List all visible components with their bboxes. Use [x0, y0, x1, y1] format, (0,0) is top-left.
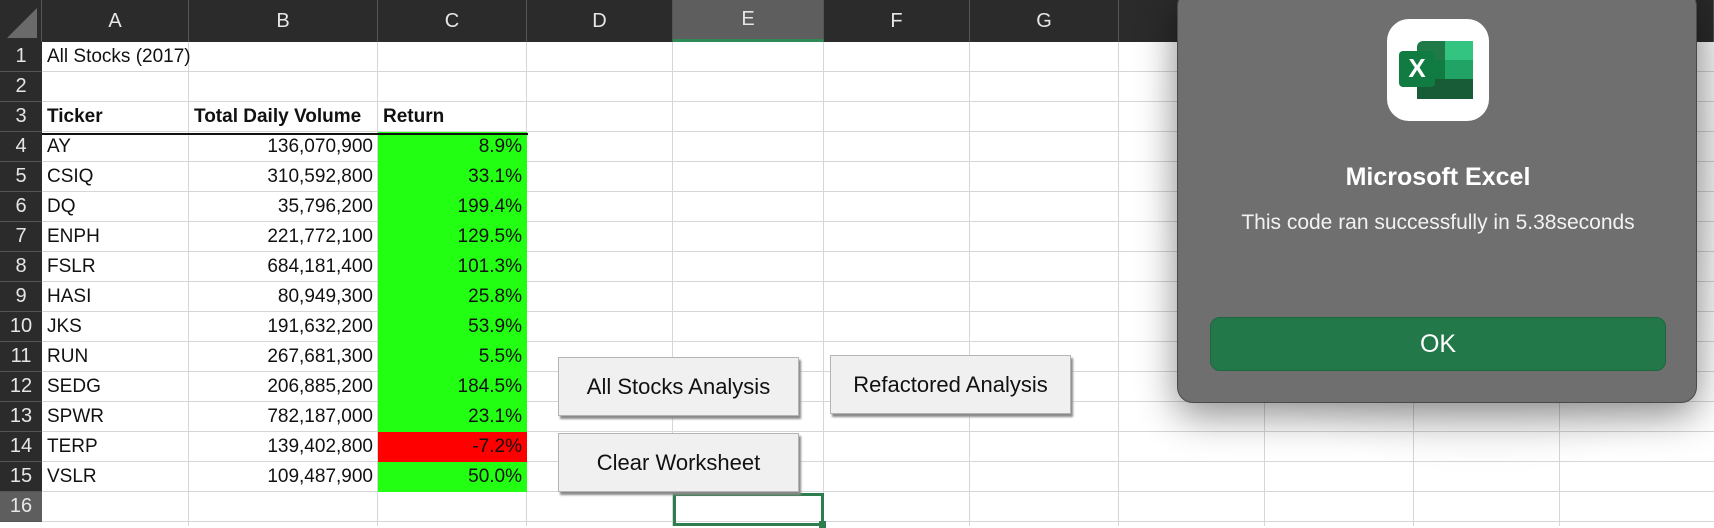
row-header-15[interactable]: 15 — [0, 462, 42, 492]
return-cell[interactable]: 8.9% — [378, 132, 527, 162]
dialog-title: Microsoft Excel — [1345, 163, 1531, 191]
excel-icon-letter: X — [1408, 53, 1426, 83]
return-cell[interactable]: 199.4% — [378, 192, 527, 222]
gridline-vertical — [969, 42, 970, 526]
gridline-horizontal — [42, 251, 1714, 252]
gridline-horizontal — [42, 221, 1714, 222]
column-header-b[interactable]: B — [189, 0, 378, 42]
dialog-message: This code ran successfully in 5.38second… — [1241, 211, 1635, 234]
volume-cell[interactable]: 35,796,200 — [277, 196, 373, 217]
gridline-horizontal — [42, 71, 1714, 72]
ok-button[interactable]: OK — [1210, 317, 1666, 371]
row-header-14[interactable]: 14 — [0, 432, 42, 462]
row-header-6[interactable]: 6 — [0, 192, 42, 222]
gridline-horizontal — [42, 281, 1714, 282]
column-header-e[interactable]: E — [673, 0, 824, 42]
column-header-f[interactable]: F — [824, 0, 970, 42]
row-header-13[interactable]: 13 — [0, 402, 42, 432]
volume-cell[interactable]: 80,949,300 — [277, 286, 373, 307]
return-cell[interactable]: 5.5% — [378, 342, 527, 372]
return-cell[interactable]: 129.5% — [378, 222, 527, 252]
header-return[interactable]: Return — [383, 106, 445, 127]
select-all-corner[interactable] — [0, 0, 42, 42]
ticker-cell[interactable]: DQ — [47, 196, 76, 217]
ticker-cell[interactable]: CSIQ — [47, 166, 94, 187]
row-header-4[interactable]: 4 — [0, 132, 42, 162]
gridline-vertical — [823, 42, 824, 526]
column-header-a[interactable]: A — [42, 0, 189, 42]
gridline-horizontal — [42, 341, 1714, 342]
row-header-2[interactable]: 2 — [0, 72, 42, 102]
volume-cell[interactable]: 684,181,400 — [267, 256, 373, 277]
header-ticker[interactable]: Ticker — [47, 106, 103, 127]
gridline-vertical — [188, 42, 189, 526]
row-header-5[interactable]: 5 — [0, 162, 42, 192]
ticker-cell[interactable]: HASI — [47, 286, 92, 307]
row-header-9[interactable]: 9 — [0, 282, 42, 312]
volume-cell[interactable]: 267,681,300 — [267, 346, 373, 367]
volume-cell[interactable]: 310,592,800 — [267, 166, 373, 187]
ticker-cell[interactable]: ENPH — [47, 226, 100, 247]
gridline-horizontal — [42, 161, 1714, 162]
row-header-12[interactable]: 12 — [0, 372, 42, 402]
ticker-cell[interactable]: AY — [47, 136, 71, 157]
row-header-10[interactable]: 10 — [0, 312, 42, 342]
return-cell[interactable]: 33.1% — [378, 162, 527, 192]
gridline-vertical — [672, 42, 673, 526]
ticker-cell[interactable]: TERP — [47, 436, 98, 457]
volume-cell[interactable]: 139,402,800 — [267, 436, 373, 457]
ticker-cell[interactable]: JKS — [47, 316, 82, 337]
refactored-analysis-button[interactable]: Refactored Analysis — [830, 355, 1071, 414]
excel-icon: X — [1387, 19, 1489, 121]
header-volume[interactable]: Total Daily Volume — [194, 106, 362, 127]
gridline-horizontal — [42, 101, 1714, 102]
gridline-vertical — [377, 42, 378, 526]
gridline-horizontal — [42, 491, 1714, 492]
row-header-16[interactable]: 16 — [0, 492, 42, 522]
volume-cell[interactable]: 136,070,900 — [267, 136, 373, 157]
volume-cell[interactable]: 206,885,200 — [267, 376, 373, 397]
gridline-horizontal — [42, 131, 1714, 132]
row-header-1[interactable]: 1 — [0, 42, 42, 72]
gridline-horizontal — [42, 521, 1714, 522]
ticker-cell[interactable]: FSLR — [47, 256, 96, 277]
gridline-horizontal — [42, 311, 1714, 312]
return-cell[interactable]: 23.1% — [378, 402, 527, 432]
return-cell[interactable]: 53.9% — [378, 312, 527, 342]
row-header-8[interactable]: 8 — [0, 252, 42, 282]
volume-cell[interactable]: 782,187,000 — [267, 406, 373, 427]
sheet-title-cell[interactable]: All Stocks (2017) — [47, 46, 191, 67]
gridline-horizontal — [42, 191, 1714, 192]
active-cell-E16[interactable] — [673, 493, 826, 528]
row-header-3[interactable]: 3 — [0, 102, 42, 132]
ticker-cell[interactable]: SEDG — [47, 376, 101, 397]
column-header-d[interactable]: D — [527, 0, 673, 42]
ticker-cell[interactable]: SPWR — [47, 406, 104, 427]
all-stocks-analysis-button[interactable]: All Stocks Analysis — [558, 357, 799, 416]
clear-worksheet-button[interactable]: Clear Worksheet — [558, 433, 799, 492]
column-header-g[interactable]: G — [970, 0, 1119, 42]
ticker-cell[interactable]: RUN — [47, 346, 89, 367]
return-cell[interactable]: 25.8% — [378, 282, 527, 312]
message-dialog: X Microsoft Excel This code ran successf… — [1177, 0, 1697, 403]
ticker-cell[interactable]: VSLR — [47, 466, 97, 487]
return-cell[interactable]: 101.3% — [378, 252, 527, 282]
gridline-horizontal — [42, 431, 1714, 432]
gridline-vertical — [1118, 42, 1119, 526]
return-cell[interactable]: 184.5% — [378, 372, 527, 402]
volume-cell[interactable]: 109,487,900 — [267, 466, 373, 487]
return-cell[interactable]: -7.2% — [378, 432, 527, 462]
header-bottom-border — [42, 133, 528, 135]
return-cell[interactable]: 50.0% — [378, 462, 527, 492]
column-header-c[interactable]: C — [378, 0, 527, 42]
volume-cell[interactable]: 191,632,200 — [267, 316, 373, 337]
row-header-11[interactable]: 11 — [0, 342, 42, 372]
volume-cell[interactable]: 221,772,100 — [267, 226, 373, 247]
row-header-7[interactable]: 7 — [0, 222, 42, 252]
gridline-horizontal — [42, 461, 1714, 462]
